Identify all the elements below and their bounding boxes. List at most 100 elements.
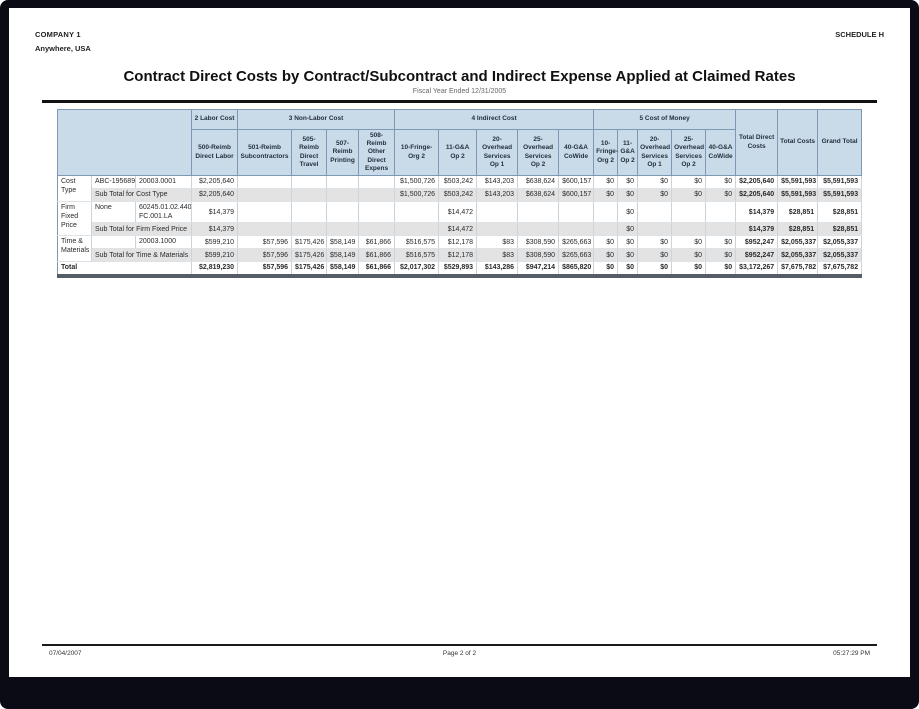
cell: $61,866 (358, 248, 396, 263)
cell: $7,675,782 (777, 261, 819, 277)
header-column-cell: 11-G&A Op 2 (438, 129, 478, 176)
cell: $0 (617, 201, 639, 224)
report-table: 2 Labor Cost 3 Non-Labor Cost 4 Indirect C… (56, 109, 863, 278)
header-column-cell: 501-Reimb Subcontractors (237, 129, 293, 176)
header-group-cell: 5 Cost of Money (593, 109, 737, 130)
cell: $0 (705, 175, 737, 189)
cell: $5,591,593 (777, 175, 819, 189)
cell (637, 201, 673, 224)
cell: $14,379 (735, 222, 779, 237)
cell: ABC-195689 (91, 175, 136, 189)
cell: $2,819,230 (191, 261, 239, 277)
cell (326, 188, 360, 202)
cell: $0 (617, 248, 639, 263)
table-row-subtotal: Sub Total for Firm Fixed Price $14,379 $14… (58, 222, 863, 237)
header-group-cell: Grand Total (817, 109, 863, 176)
cell: $57,596 (237, 235, 293, 250)
cell: $14,472 (438, 222, 478, 237)
cell: $12,178 (438, 248, 478, 263)
cell: Sub Total for Firm Fixed Price (91, 222, 193, 237)
cell (291, 222, 328, 237)
report-page: COMPANY 1 Anywhere, USA SCHEDULE H Contr… (9, 8, 910, 677)
cell: $0 (671, 235, 707, 250)
cell: $5,591,593 (817, 175, 863, 189)
company-location: Anywhere, USA (35, 44, 91, 53)
cell: $143,203 (476, 188, 519, 202)
header-group-cell: 4 Indirect Cost (394, 109, 595, 130)
cell: $0 (705, 188, 737, 202)
cell: $0 (705, 235, 737, 250)
cell: $599,210 (191, 248, 239, 263)
row-group-label: Time & Materials (57, 235, 92, 263)
cell: $0 (671, 261, 707, 277)
cell (291, 188, 328, 202)
cell (671, 222, 707, 237)
cell: $7,675,782 (817, 261, 863, 277)
cell (476, 201, 519, 224)
header-group-row: 2 Labor Cost 3 Non-Labor Cost 4 Indirect C… (56, 109, 863, 176)
cell: $865,820 (558, 261, 595, 277)
cell: $0 (617, 175, 639, 189)
cell: $14,379 (735, 201, 779, 224)
cell: $0 (671, 175, 707, 189)
cell: $0 (593, 175, 619, 189)
cell: $0 (617, 188, 639, 202)
footer-page-number: Page 2 of 2 (442, 650, 477, 657)
cell (705, 222, 737, 237)
cell: $947,214 (517, 261, 560, 277)
cell (291, 175, 328, 189)
cell (291, 201, 328, 224)
cell: $1,500,726 (394, 175, 440, 189)
cell: $638,624 (517, 175, 560, 189)
header-column-cell: 25-Overhead Services Op 2 (517, 129, 560, 176)
row-group-label: Cost Type (57, 175, 92, 202)
cell: Sub Total for Time & Materials (91, 248, 193, 263)
cell (358, 222, 396, 237)
cell: $0 (617, 261, 639, 277)
cell (593, 201, 619, 224)
cell (358, 175, 396, 189)
cell: $175,426 (291, 235, 328, 250)
cell: $61,866 (358, 261, 396, 277)
cell: $0 (705, 261, 737, 277)
table-row-detail: Firm Fixed Price None 60245.01.02.440. FC.… (57, 201, 863, 237)
cell: $516,575 (394, 235, 440, 250)
cell (517, 201, 560, 224)
cell (237, 201, 293, 224)
cell: $28,851 (817, 222, 863, 237)
footer-date: 07/04/2007 (49, 650, 82, 657)
cell: $3,172,267 (735, 261, 779, 277)
cell: $57,596 (237, 261, 293, 277)
cell (394, 222, 440, 237)
cell: $0 (637, 248, 673, 263)
cell: $0 (671, 248, 707, 263)
cell: $0 (705, 248, 737, 263)
cell: $503,242 (438, 188, 478, 202)
cell: $2,205,640 (735, 175, 779, 189)
cell: $0 (671, 188, 707, 202)
cell: $28,851 (777, 201, 819, 224)
cell: 60245.01.02.440. FC.001.LA (135, 201, 193, 224)
cell: $5,591,593 (817, 188, 863, 202)
cell: $0 (637, 188, 673, 202)
report-subtitle: Fiscal Year Ended 12/31/2005 (412, 88, 507, 95)
cell (358, 188, 396, 202)
cell: $952,247 (735, 235, 779, 250)
header-column-cell: 10-Fringe-Org 2 (394, 129, 440, 176)
cell: $2,055,337 (777, 248, 819, 263)
header-column-cell: 40-G&A CoWide (558, 129, 595, 176)
cell (237, 222, 293, 237)
cell: 20003.1000 (135, 235, 193, 250)
header-column-cell: 20-Overhead Services Op 1 (476, 129, 519, 176)
cell: $265,663 (558, 235, 595, 250)
table-container: 2 Labor Cost 3 Non-Labor Cost 4 Indirect C… (56, 109, 863, 278)
cell: $175,426 (291, 261, 328, 277)
header-group-cell: 2 Labor Cost (191, 109, 239, 130)
cell: $600,157 (558, 188, 595, 202)
cell: $58,149 (326, 235, 360, 250)
cell: $0 (593, 261, 619, 277)
table-row-subtotal: Sub Total for Time & Materials $599,210 $5… (58, 248, 863, 263)
cell: $0 (617, 222, 639, 237)
cell (237, 175, 293, 189)
header-group-cell: 3 Non-Labor Cost (237, 109, 396, 130)
